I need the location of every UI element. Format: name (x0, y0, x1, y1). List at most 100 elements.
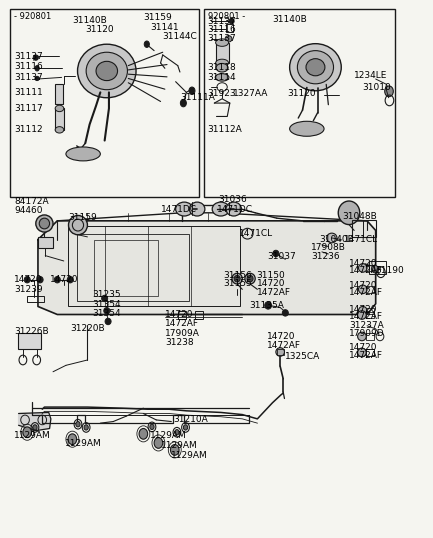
Ellipse shape (67, 277, 73, 283)
Text: 94460: 94460 (14, 206, 43, 215)
Ellipse shape (359, 307, 367, 315)
Ellipse shape (37, 277, 43, 283)
Ellipse shape (105, 318, 111, 324)
Bar (216, 43, 229, 63)
Text: 1327AA: 1327AA (233, 89, 268, 98)
Ellipse shape (216, 59, 229, 67)
Text: 31354: 31354 (93, 309, 121, 318)
Ellipse shape (86, 52, 127, 90)
Text: 14720: 14720 (165, 310, 194, 319)
Bar (366, 349, 374, 356)
Text: - 920801: - 920801 (14, 12, 52, 22)
Ellipse shape (176, 202, 193, 216)
Bar (68, 226, 240, 307)
Ellipse shape (358, 332, 366, 341)
Text: 14720: 14720 (50, 275, 78, 284)
Text: 31118: 31118 (207, 63, 236, 72)
Text: 31010: 31010 (362, 82, 391, 91)
Text: 31137: 31137 (14, 52, 43, 61)
Ellipse shape (55, 105, 64, 112)
Ellipse shape (139, 428, 148, 439)
Bar (77, 234, 188, 301)
Ellipse shape (290, 121, 324, 136)
Ellipse shape (68, 216, 87, 235)
Text: 14720: 14720 (256, 279, 285, 288)
Ellipse shape (36, 215, 53, 232)
Ellipse shape (297, 51, 333, 84)
Text: 1472AF: 1472AF (267, 341, 301, 350)
Text: 1472AF: 1472AF (349, 288, 383, 297)
Bar (366, 308, 374, 314)
Text: 14720: 14720 (267, 332, 296, 341)
Text: 31112: 31112 (14, 125, 43, 134)
Text: 1234LE: 1234LE (354, 71, 388, 80)
Text: 17909A: 17909A (165, 329, 200, 338)
Text: 1471DC: 1471DC (162, 204, 197, 214)
Text: 17908B: 17908B (311, 243, 346, 252)
Ellipse shape (171, 444, 179, 455)
Ellipse shape (33, 55, 39, 60)
Ellipse shape (189, 202, 205, 216)
Text: 31116: 31116 (207, 25, 236, 34)
Bar (10, 10, 199, 197)
Text: 1129AM: 1129AM (161, 441, 197, 450)
Ellipse shape (276, 348, 284, 356)
Text: 920801 -: 920801 - (208, 12, 245, 22)
Bar (277, 349, 284, 355)
Text: 1129AM: 1129AM (150, 431, 187, 441)
Bar (366, 333, 374, 339)
Ellipse shape (229, 18, 234, 24)
Ellipse shape (290, 44, 341, 91)
Text: 1129AM: 1129AM (65, 439, 102, 448)
Text: 1472AF: 1472AF (349, 312, 383, 321)
Ellipse shape (23, 427, 32, 437)
Ellipse shape (104, 308, 110, 314)
Text: 31137: 31137 (14, 73, 43, 82)
Text: 14720: 14720 (349, 305, 378, 314)
Text: 31140B: 31140B (272, 15, 307, 24)
Bar (204, 10, 395, 197)
Text: 1471CL: 1471CL (344, 235, 378, 244)
Ellipse shape (247, 275, 253, 282)
Text: 31114: 31114 (207, 73, 236, 82)
Text: 31239: 31239 (14, 285, 43, 294)
Bar (178, 311, 185, 320)
Ellipse shape (189, 87, 195, 95)
Ellipse shape (265, 302, 271, 309)
Text: 31236: 31236 (311, 252, 340, 261)
Ellipse shape (183, 424, 187, 430)
Polygon shape (38, 221, 376, 315)
Ellipse shape (234, 275, 240, 282)
Polygon shape (214, 99, 230, 103)
Ellipse shape (39, 218, 49, 229)
Ellipse shape (55, 126, 64, 133)
Ellipse shape (33, 424, 37, 430)
Text: 31117: 31117 (14, 104, 43, 113)
Text: 1325CA: 1325CA (285, 352, 320, 362)
Bar (27, 296, 45, 302)
Text: 14720: 14720 (349, 343, 378, 352)
Text: 31159: 31159 (68, 213, 97, 222)
Text: 31120: 31120 (85, 25, 114, 34)
Text: 1472AF: 1472AF (349, 266, 383, 275)
Ellipse shape (216, 39, 229, 46)
Ellipse shape (273, 250, 279, 257)
Ellipse shape (181, 100, 186, 107)
Text: 31137: 31137 (207, 17, 236, 26)
Ellipse shape (24, 277, 30, 283)
Text: 31037: 31037 (267, 252, 296, 261)
Text: 14720: 14720 (349, 259, 378, 267)
Text: 31141: 31141 (150, 23, 178, 32)
Ellipse shape (144, 41, 149, 47)
Text: 31048B: 31048B (343, 212, 377, 221)
Ellipse shape (96, 61, 117, 81)
Ellipse shape (150, 424, 154, 429)
Text: 1472AF: 1472AF (165, 318, 199, 328)
Bar (366, 312, 374, 318)
Text: 31210A: 31210A (174, 415, 208, 424)
Ellipse shape (226, 202, 242, 216)
Ellipse shape (326, 233, 337, 243)
Bar (18, 333, 42, 349)
Ellipse shape (385, 86, 393, 97)
Ellipse shape (245, 273, 255, 284)
